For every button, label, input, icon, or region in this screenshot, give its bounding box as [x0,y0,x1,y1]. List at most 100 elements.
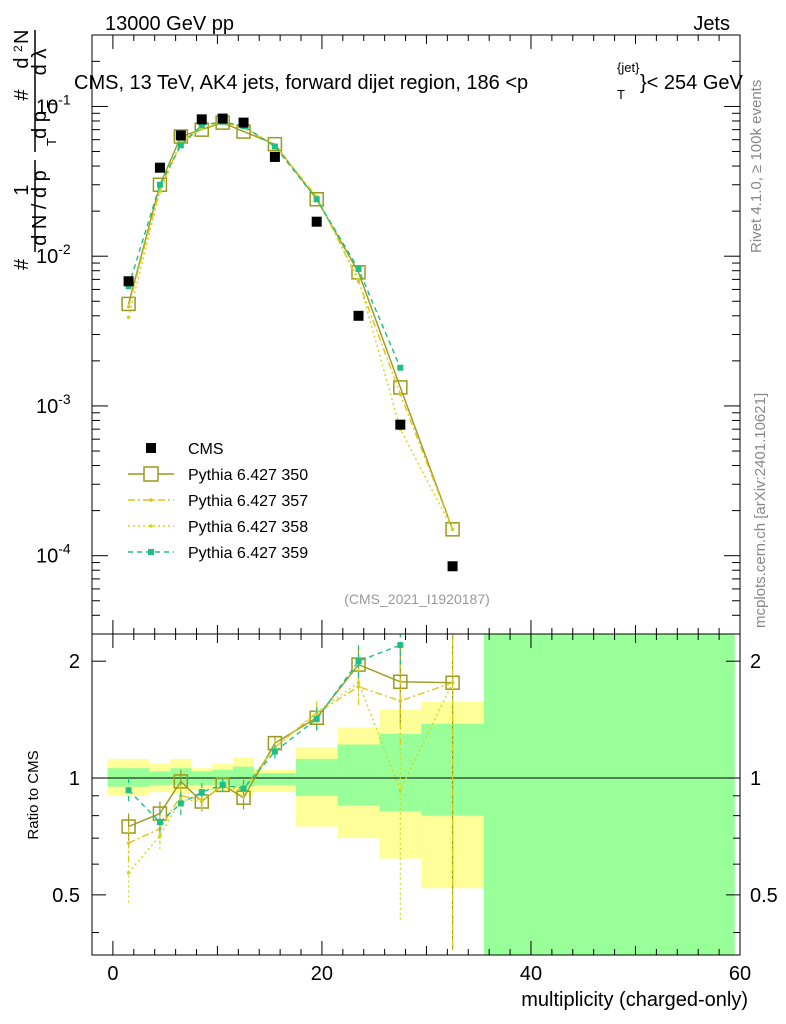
rivet-version-label: Rivet 4.1.0, ≥ 100k events [748,80,765,253]
svg-text:2: 2 [11,45,25,52]
legend-entry-3: Pythia 6.427 359 [128,545,308,562]
chart-title: CMS, 13 TeV, AK4 jets, forward dijet reg… [74,72,528,94]
ratio-line-2 [128,681,454,874]
data-series [123,113,458,572]
series-3 [125,118,404,371]
title-tail: }< 254 GeV [640,72,744,94]
marker-2-10 [450,527,455,532]
legend-marker-0 [143,466,159,482]
legend-entry-0: Pythia 6.427 350 [128,466,308,484]
title-superscript: {jet} [617,60,640,75]
marker-0-10 [445,522,460,537]
series-line-3 [127,121,401,368]
legend-label-0: Pythia 6.427 350 [188,467,308,484]
x-tick-label: 0 [107,963,118,985]
svg-text:d λ: d λ [29,49,51,76]
marker-3-3 [198,122,205,129]
marker-2-0 [126,315,131,320]
ratio-marker-3-2 [177,800,184,807]
ratio-marker-1-0 [126,841,131,845]
analysis-id: (CMS_2021_I1920187) [344,591,490,607]
ratio-marker-3-8 [355,658,362,665]
y-tick-label: 10-3 [36,391,71,418]
marker-3-8 [355,266,362,273]
y-tick-label: 10-2 [36,241,71,268]
svg-text:d: d [11,57,33,68]
ratio-tick-label: 1 [69,768,80,790]
ratio-tick-label-right: 0.5 [750,885,778,907]
y-tick-label: 10-1 [36,91,71,118]
ratio-band-green-9 [379,733,422,812]
x-tick-label: 60 [729,963,751,985]
svg-text:d p: d p [29,111,51,139]
svg-text:d N / d p: d N / d p [29,170,51,246]
marker-3-7 [313,196,320,203]
y-axis-label: # 1 d N / d p T # d 2 N d p T d λ [11,30,59,270]
marker-0-6 [267,136,283,152]
data-point-7 [311,216,322,227]
legend-label-cms: CMS [188,441,224,458]
x-tick-label: 20 [311,963,333,985]
data-point-0 [123,276,134,287]
ratio-marker-3-9 [397,642,404,649]
mcplots-label: mcplots.cern.ch [arXiv:2401.10621] [752,393,769,628]
marker-0-7 [309,192,324,207]
svg-text:#: # [11,258,33,270]
ratio-marker-2-9 [398,788,403,793]
ratio-line-3 [128,644,401,824]
x-tick-label: 40 [520,963,542,985]
marker-3-2 [177,142,184,149]
ratio-frame [91,633,741,956]
marker-2-8 [356,277,361,282]
data-point-5 [238,117,249,128]
data-point-4 [217,113,228,124]
marker-0-0 [121,296,136,312]
ratio-tick-label: 2 [69,651,80,673]
svg-text:#: # [11,89,33,101]
marker-1-9 [398,392,403,396]
data-point-3 [196,114,207,125]
marker-2-1 [158,189,162,194]
svg-text:N: N [11,30,33,44]
data-point-8 [353,310,364,321]
svg-text:T: T [44,138,59,146]
x-axis-label: multiplicity (charged-only) [521,989,748,1011]
legend-entry-2: Pythia 6.427 358 [128,519,308,536]
legend-label-3: Pythia 6.427 359 [188,545,308,562]
marker-1-0 [126,304,131,309]
ratio-marker-2-1 [158,833,162,838]
ratio-marker-1-9 [398,699,403,703]
ratio-plot [92,634,740,955]
data-point-10 [447,561,458,572]
marker-3-1 [156,181,163,188]
legend: CMS Pythia 6.427 350 Pythia 6.427 357 Pythi… [128,441,308,562]
ratio-marker-3-4 [219,781,226,788]
ratio-band-green-6 [254,773,296,785]
ratio-tick-label: 0.5 [52,885,80,907]
ratio-series-3 [125,634,404,836]
legend-entry-1: Pythia 6.427 357 [128,493,308,510]
ratio-marker-1-8 [356,684,361,689]
legend-marker-3 [148,549,154,555]
axes: 0 20 40 60 10-4 10-3 10-2 10-1 0.5 0.5 1 1 2 2 [36,34,778,985]
data-point-2 [175,130,186,141]
ratio-axis-label: Ratio to CMS [25,750,42,839]
data-point-6 [269,151,280,162]
marker-3-6 [271,143,278,150]
ratio-marker-2-10 [450,680,455,685]
header-right-label: Jets [693,13,730,35]
marker-3-9 [397,364,404,371]
svg-text:1: 1 [11,184,33,195]
data-point-1 [154,162,165,173]
title-main: CMS, 13 TeV, AK4 jets, forward dijet reg… [74,72,528,94]
svg-text:T: T [44,100,59,108]
ratio-marker-3-5 [240,785,247,792]
ratio-marker-3-7 [313,715,320,722]
ratio-marker-3-1 [156,819,163,826]
main-plot [121,113,460,572]
ratio-tick-label-right: 2 [750,651,761,673]
legend-label-1: Pythia 6.427 357 [188,493,308,510]
ratio-band-green-0 [107,768,150,787]
y-tick-label: 10-4 [36,541,71,568]
